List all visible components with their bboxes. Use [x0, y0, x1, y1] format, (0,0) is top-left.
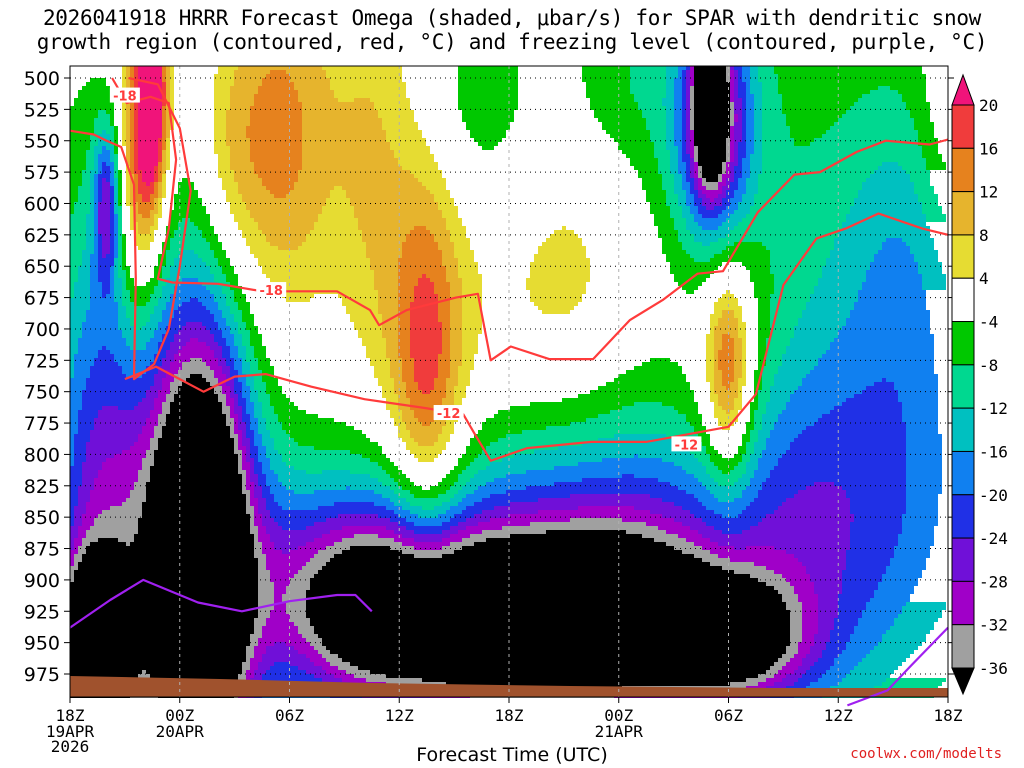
- contour-line-0: [111, 77, 949, 362]
- colorbar-swatch: [951, 147, 975, 193]
- credit-text[interactable]: coolwx.com/modelts: [850, 746, 1002, 762]
- y-tick-label: 725: [24, 350, 60, 372]
- x-tick-sublabel: 20APR: [156, 722, 205, 741]
- colorbar: 20 16 12 8 4 -4 -8 -12 -16 -20 -24 -28 -32 -36: [951, 73, 1008, 696]
- y-tick-label: 500: [24, 68, 60, 90]
- x-tick-sublabel: 19APR: [46, 722, 95, 741]
- contour-label: -12: [437, 407, 461, 422]
- contour-line-4: [847, 626, 949, 707]
- colorbar-label: -16: [979, 442, 1008, 461]
- y-tick-label: 850: [24, 507, 60, 529]
- colorbar-swatch: [951, 537, 975, 582]
- y-tick-label: 900: [24, 570, 60, 592]
- chart-title-line1: 2026041918 HRRR Forecast Omega (shaded, …: [42, 6, 982, 30]
- colorbar-swatch: [951, 234, 975, 279]
- y-tick-label: 875: [24, 539, 60, 561]
- y-tick-label: 625: [24, 225, 60, 247]
- colorbar-swatch: [951, 450, 975, 496]
- x-tick-label: 18Z: [934, 706, 963, 725]
- x-tick-label: 18Z: [56, 706, 85, 725]
- colorbar-swatch: [951, 494, 975, 539]
- chart-title-line2: growth region (contoured, red, °C) and f…: [36, 30, 988, 54]
- contour-label: -18: [259, 284, 283, 299]
- colorbar-label: -4: [979, 313, 998, 332]
- colorbar-label: -8: [979, 356, 998, 375]
- x-tick-label: 12Z: [385, 706, 414, 725]
- x-tick-sublabel: 21APR: [595, 722, 644, 741]
- colorbar-label: 16: [979, 139, 998, 158]
- colorbar-swatch: [951, 321, 975, 366]
- contour-label-bg: [433, 405, 464, 421]
- colorbar-label: -24: [979, 529, 1008, 548]
- contour-label-bg: [109, 87, 140, 103]
- contour-label-bg: [671, 436, 702, 452]
- colorbar-bottom-arrow: [951, 667, 975, 696]
- x-tick-label: 00Z: [165, 706, 194, 725]
- contour-label: -18: [113, 90, 137, 105]
- y-tick-label: 750: [24, 382, 60, 404]
- contour-label: -12: [675, 438, 699, 453]
- colorbar-label: -12: [979, 399, 1008, 418]
- y-tick-label: 825: [24, 476, 60, 498]
- colorbar-label: 12: [979, 183, 998, 202]
- colorbar-label: -36: [979, 659, 1008, 678]
- y-tick-label: 650: [24, 256, 60, 278]
- colorbar-swatch: [951, 191, 975, 236]
- colorbar-label: 8: [979, 226, 989, 245]
- y-tick-label: 550: [24, 131, 60, 153]
- colorbar-label: -28: [979, 572, 1008, 591]
- y-tick-label: 775: [24, 413, 60, 435]
- colorbar-swatch: [951, 277, 975, 323]
- y-tick-label: 575: [24, 162, 60, 184]
- contour-label-bg: [256, 282, 287, 298]
- x-tick-label: 18Z: [495, 706, 524, 725]
- y-tick-label: 600: [24, 193, 60, 215]
- x-tick-label: 00Z: [604, 706, 633, 725]
- colorbar-swatch: [951, 624, 975, 669]
- colorbar-label: 4: [979, 269, 989, 288]
- contour-line-2: [124, 212, 949, 462]
- y-tick-label: 525: [24, 99, 60, 121]
- x-tick-label: 06Z: [275, 706, 304, 725]
- colorbar-label: -20: [979, 486, 1008, 505]
- chart-title: 2026041918 HRRR Forecast Omega (shaded, …: [0, 6, 1024, 54]
- colorbar-label: -32: [979, 616, 1008, 635]
- x-axis-label: Forecast Time (UTC): [416, 744, 608, 766]
- colorbar-swatch: [951, 407, 975, 452]
- y-tick-label: 700: [24, 319, 60, 341]
- y-tick-label: 925: [24, 601, 60, 623]
- colorbar-swatch: [951, 104, 975, 149]
- omega-shading: [70, 66, 946, 698]
- colorbar-swatch: [951, 580, 975, 626]
- contour-line-3: [69, 578, 373, 629]
- x-tick-label: 12Z: [824, 706, 853, 725]
- colorbar-label: 20: [979, 96, 998, 115]
- y-tick-label: 675: [24, 288, 60, 310]
- colorbar-top-arrow: [951, 73, 975, 106]
- y-tick-label: 800: [24, 444, 60, 466]
- y-tick-label: 975: [24, 664, 60, 686]
- y-tick-label: 950: [24, 633, 60, 655]
- x-tick-sublabel: 2026: [51, 737, 90, 756]
- colorbar-swatch: [951, 364, 975, 409]
- x-tick-label: 06Z: [714, 706, 743, 725]
